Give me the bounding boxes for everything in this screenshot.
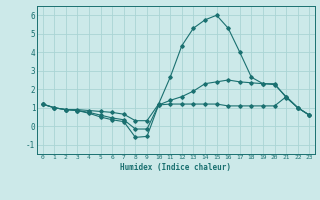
X-axis label: Humidex (Indice chaleur): Humidex (Indice chaleur): [121, 163, 231, 172]
